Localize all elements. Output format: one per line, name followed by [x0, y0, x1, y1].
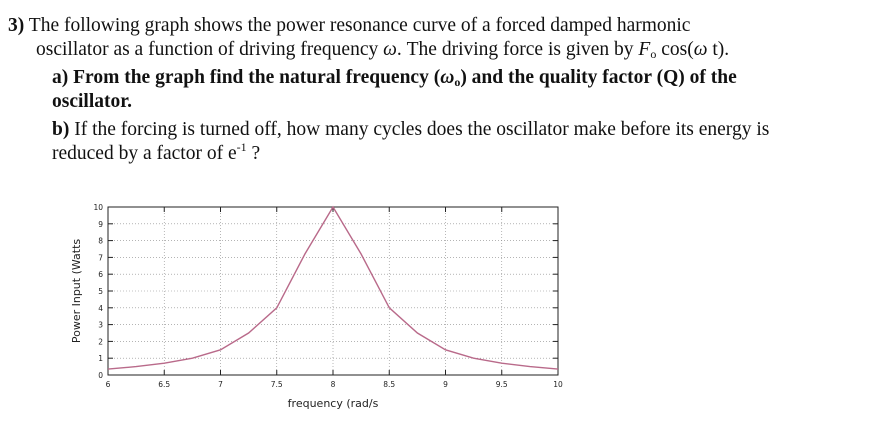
- omega-symbol-3: ω: [440, 67, 455, 88]
- resonance-curve: [107, 205, 559, 370]
- x-tick-label: 8.5: [383, 380, 395, 389]
- y-tick-label: 2: [98, 337, 103, 346]
- grid-lines: [107, 206, 559, 376]
- part-a-text-1a: From the graph find the natural frequenc…: [68, 67, 441, 88]
- resonance-chart: 6 6.5 7 7.5 8 8.5 9 9.5 10 0 1 2 3 4 5 6 7 8 9 10 frequency…: [70, 203, 563, 410]
- exponent: -1: [236, 140, 247, 154]
- part-a-line-2: oscillator.: [52, 90, 132, 114]
- x-tick-label: 7: [218, 380, 223, 389]
- part-b-line-2: reduced by a factor of e-1 ?: [52, 140, 261, 166]
- omega-subscript: o: [454, 75, 461, 89]
- y-tick-label: 3: [98, 321, 103, 330]
- question-line-2: oscillator as a function of driving freq…: [36, 38, 729, 62]
- x-tick-label: 6.5: [158, 380, 170, 389]
- x-tick-label: 9: [443, 380, 448, 389]
- force-symbol: F: [638, 39, 651, 60]
- y-tick-label: 10: [93, 203, 103, 212]
- ticks: 6 6.5 7 7.5 8 8.5 9 9.5 10 0 1 2 3 4 5 6 7 8 9 10: [93, 203, 563, 389]
- part-b-line-1: b) If the forcing is turned off, how man…: [52, 118, 769, 142]
- part-b-text-1: If the forcing is turned off, how many c…: [69, 119, 770, 140]
- part-a-label: a): [52, 67, 69, 88]
- question-intro-1: The following graph shows the power reso…: [28, 15, 691, 36]
- y-axis-label: Power Input (Watts: [70, 239, 83, 344]
- y-tick-label: 8: [98, 237, 103, 246]
- x-axis-label: frequency (rad/s: [288, 397, 379, 410]
- y-tick-label: 1: [98, 354, 103, 363]
- part-b-text-2: reduced by a factor of e: [52, 143, 237, 164]
- x-tick-label: 9.5: [496, 380, 508, 389]
- part-b-label: b): [52, 119, 70, 140]
- part-a-text-2: oscillator.: [52, 91, 132, 112]
- part-a-line-1: a) From the graph find the natural frequ…: [52, 66, 737, 90]
- question-number: 3): [8, 15, 25, 36]
- question-intro-2a: oscillator as a function of driving freq…: [36, 39, 384, 60]
- omega-symbol: ω: [383, 39, 397, 60]
- part-a-text-1b: ) and the quality factor (Q) of the: [460, 67, 737, 88]
- x-tick-label: 7.5: [271, 380, 283, 389]
- x-tick-label: 8: [331, 380, 336, 389]
- x-tick-label: 6: [106, 380, 111, 389]
- y-tick-label: 9: [98, 220, 103, 229]
- cos-close: t).: [707, 39, 730, 60]
- y-tick-label: 5: [98, 287, 103, 296]
- x-tick-label: 10: [553, 380, 563, 389]
- y-tick-label: 0: [98, 371, 103, 380]
- question-line-1: 3) The following graph shows the power r…: [8, 14, 690, 38]
- y-tick-label: 7: [98, 253, 103, 262]
- y-tick-label: 4: [98, 304, 103, 313]
- part-b-end: ?: [246, 143, 261, 164]
- cos-open: cos(: [656, 39, 694, 60]
- omega-symbol-2: ω: [693, 39, 708, 60]
- y-tick-label: 6: [98, 270, 103, 279]
- question-intro-2b: . The driving force is given by: [396, 39, 639, 60]
- force-subscript: o: [650, 47, 657, 61]
